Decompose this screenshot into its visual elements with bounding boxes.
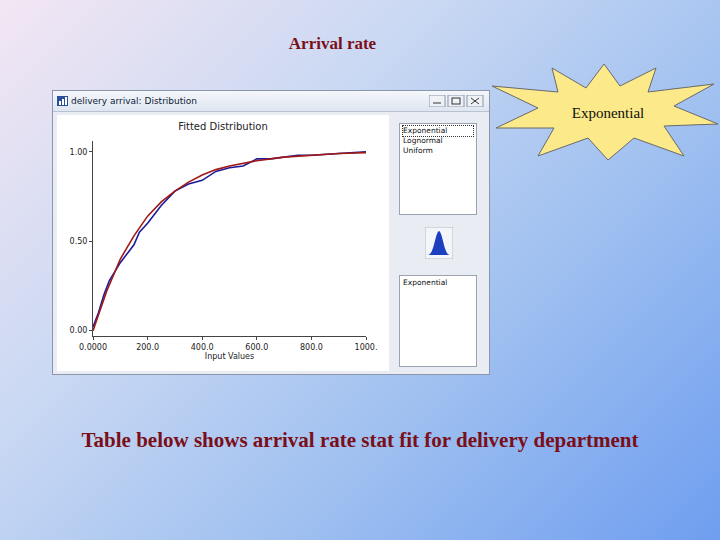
- html-text:Exponential: Exponential: [403, 278, 448, 287]
- svg-text:0.0000: 0.0000: [79, 343, 107, 352]
- html-text:Exponential: Exponential: [403, 126, 448, 135]
- svg-text:Fitted Distribution: Fitted Distribution: [178, 121, 268, 132]
- html-text:Table below shows arrival rate: Table below shows arrival rate stat fit …: [81, 428, 639, 452]
- svg-text:400.0: 400.0: [191, 343, 214, 352]
- svg-text:Input Values: Input Values: [205, 352, 254, 361]
- svg-text:800.0: 800.0: [300, 343, 323, 352]
- svg-text:0.00: 0.00: [70, 326, 88, 335]
- html-text:Lognormal: Lognormal: [403, 136, 443, 145]
- html-text:delivery arrival: Distribution: delivery arrival: Distribution: [71, 96, 197, 106]
- svg-text:1.00: 1.00: [70, 148, 88, 157]
- svg-text:600.0: 600.0: [245, 343, 268, 352]
- svg-text:Exponential: Exponential: [572, 105, 644, 121]
- html-text:Arrival rate: Arrival rate: [288, 34, 377, 53]
- svg-text:0.50: 0.50: [70, 237, 88, 246]
- svg-text:200.0: 200.0: [136, 343, 159, 352]
- svg-text:1000.: 1000.: [355, 343, 378, 352]
- html-text:Uniform: Uniform: [403, 146, 433, 155]
